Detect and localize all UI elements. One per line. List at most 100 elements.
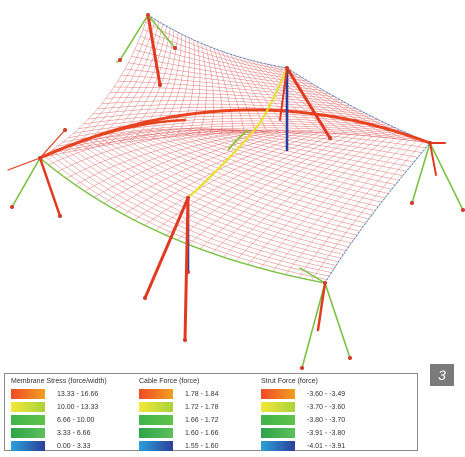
mesh-line (74, 144, 341, 259)
mesh-line (92, 107, 374, 118)
support-node (173, 46, 177, 50)
mesh-line (84, 130, 272, 192)
legend-swatch (139, 389, 173, 399)
legend-swatch (11, 402, 45, 412)
mesh-line (116, 134, 363, 228)
strut (299, 267, 326, 284)
mesh-line (100, 137, 355, 240)
legend-swatch (11, 415, 45, 425)
mesh-line (298, 140, 417, 278)
legend-swatch (11, 441, 45, 451)
mesh-line (211, 135, 366, 254)
mesh-line (138, 131, 376, 211)
edge-cable (147, 14, 288, 69)
strut (39, 129, 66, 159)
legend-range: 6.66 - 10.00 (57, 416, 95, 424)
support-node (186, 196, 190, 200)
strut (11, 157, 41, 208)
mesh-line (128, 62, 325, 91)
mesh-line (95, 26, 167, 148)
force-legend: Membrane Stress (force/width) 13.33 - 16… (4, 373, 418, 451)
membrane-edge-cables (39, 14, 431, 284)
support-node (186, 270, 190, 274)
legend-row: 1.66 - 1.72 (139, 414, 218, 426)
mesh-line (69, 146, 339, 263)
legend-range: -3.60 - -3.49 (307, 390, 346, 398)
legend-row: 1.72 - 1.78 (139, 401, 218, 413)
mesh-line (145, 21, 293, 72)
strut (324, 282, 351, 359)
mesh-line (140, 36, 303, 79)
mesh-line (142, 29, 298, 75)
mesh-line (103, 130, 288, 204)
support-node (63, 128, 67, 132)
support-node (410, 201, 414, 205)
mesh-line (311, 141, 424, 281)
mesh-line (177, 133, 343, 241)
support-node (118, 58, 122, 62)
mesh-line (62, 123, 408, 143)
legend-row: 3.33 - 6.66 (11, 427, 107, 439)
ridge-cable-segment (227, 129, 249, 151)
mesh-line (199, 134, 358, 250)
legend-swatch (261, 402, 295, 412)
mesh-line (272, 139, 402, 272)
mesh-line (324, 142, 431, 284)
legend-row: -3.91 - -3.80 (261, 427, 345, 439)
support-node (428, 141, 432, 145)
support-node (323, 281, 327, 285)
legend-range: 1.60 - 1.66 (185, 429, 219, 437)
legend-swatch (261, 389, 295, 399)
mesh-line (155, 132, 328, 231)
edge-cable-hot (39, 118, 187, 160)
legend-swatch (139, 402, 173, 412)
legend-group-membrane-stress: Membrane Stress (force/width) 13.33 - 16… (11, 377, 107, 452)
legend-row: 1.60 - 1.66 (139, 427, 218, 439)
mesh-line (97, 103, 368, 115)
mesh-line (285, 140, 410, 275)
mesh-line (57, 129, 247, 173)
legend-row: -4.01 - -3.91 (261, 440, 345, 452)
ridge-cable (39, 67, 431, 199)
mesh-line (110, 92, 352, 107)
mesh-line (101, 100, 363, 112)
support-node (328, 136, 332, 140)
strut (7, 157, 41, 171)
mesh-line (223, 135, 373, 258)
mesh-line (209, 46, 223, 134)
strut (316, 281, 327, 332)
legend-range: 0.00 - 3.33 (57, 442, 91, 450)
mesh-line (113, 130, 296, 210)
mesh-line (105, 96, 357, 110)
strut (119, 14, 149, 61)
strut (146, 13, 162, 87)
mesh-line (78, 115, 391, 129)
mesh-line (48, 129, 239, 166)
support-node (285, 66, 289, 70)
mesh-line (117, 80, 341, 101)
legend-swatch (261, 428, 295, 438)
legend-range: 1.55 - 1.60 (185, 442, 219, 450)
legend-row: 0.00 - 3.33 (11, 440, 107, 452)
legend-range: -4.01 - -3.91 (307, 442, 346, 450)
mesh-line (166, 133, 336, 236)
mesh-line (259, 138, 395, 269)
mesh-line (121, 74, 335, 98)
legend-range: -3.70 - -3.60 (307, 403, 346, 411)
legend-range: -3.80 - -3.70 (307, 416, 346, 424)
legend-row: -3.60 - -3.49 (261, 388, 345, 400)
support-node (158, 83, 162, 87)
legend-range: 1.72 - 1.78 (185, 403, 219, 411)
legend-range: 1.78 - 1.84 (185, 390, 219, 398)
strut (279, 67, 288, 121)
strut (38, 156, 62, 218)
strut (143, 196, 190, 300)
mesh-line (163, 38, 191, 138)
strut (183, 196, 190, 342)
strut (411, 142, 431, 204)
mesh-line (247, 137, 388, 265)
legend-swatch (139, 428, 173, 438)
legend-group-strut-force: Strut Force (force) -3.60 - -3.49 -3.70 … (261, 377, 345, 452)
mesh-line (75, 130, 264, 186)
